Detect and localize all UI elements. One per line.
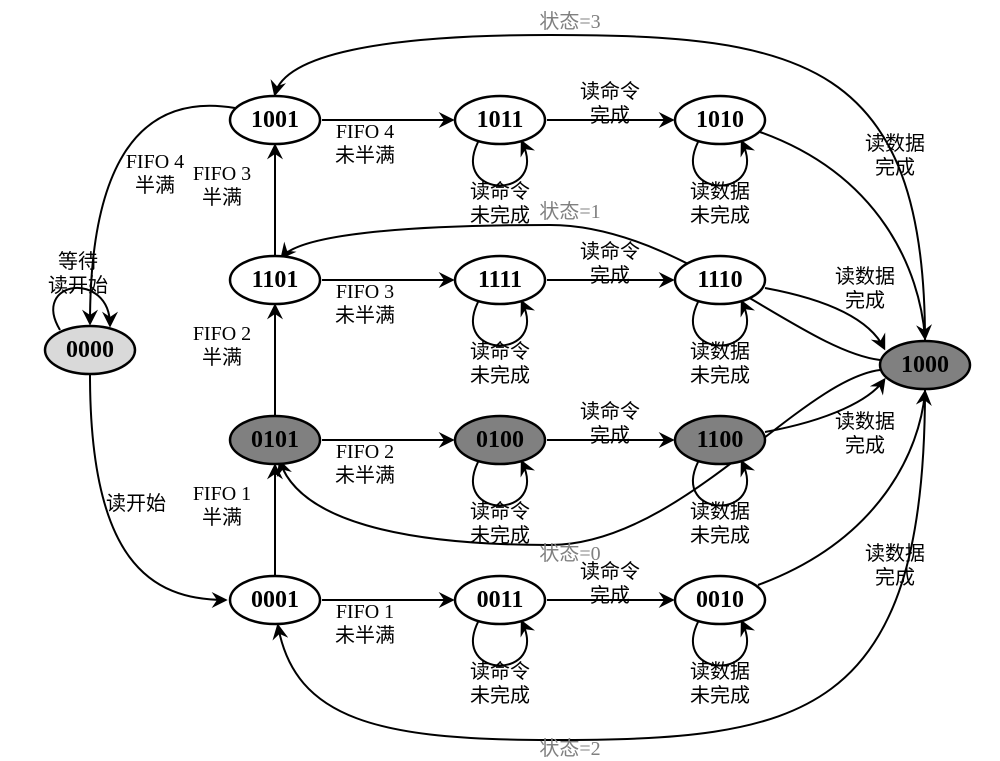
edge-label-e_1001_1011: FIFO 4未半满 xyxy=(335,121,395,167)
edge-label-e_state3: 状态=3 xyxy=(539,10,600,33)
edge-label-e_0011_loop: 读命令未完成 xyxy=(470,660,530,707)
edge-label-e_1110_1000: 读数据完成 xyxy=(835,265,895,312)
edge-e_1110_loop xyxy=(693,302,747,346)
edge-e_1100_loop xyxy=(693,462,747,506)
edge-label-e_0010_loop: 读数据未完成 xyxy=(690,660,750,707)
edge-e_0011_loop xyxy=(473,622,527,666)
edge-label-e_state2: 状态=2 xyxy=(539,737,600,760)
node-label-1000: 1000 xyxy=(901,352,949,378)
edge-label-e_1010_1000: 读数据完成 xyxy=(865,132,925,179)
edge-label-e_0001_0011: FIFO 1未半满 xyxy=(335,601,395,647)
edge-label-e_0010_1000: 读数据完成 xyxy=(865,542,925,589)
node-label-0001: 0001 xyxy=(251,587,299,613)
edge-label-e_0001_0101: FIFO 1半满 xyxy=(193,483,251,529)
edge-label-e_0100_loop: 读命令未完成 xyxy=(470,500,530,547)
edge-label-e_state0: 状态=0 xyxy=(539,542,600,565)
edge-e_1011_loop xyxy=(473,142,527,186)
state-diagram: 0000 0001 0101 1101 1001 0011 0100 1111 1011 0010… xyxy=(0,0,1000,761)
edge-label-e_0101_1101: FIFO 2半满 xyxy=(193,323,251,369)
edge-label-e_1001_0000: FIFO 4半满 xyxy=(126,151,184,197)
edge-label-e_wait: 等待读开始 xyxy=(48,250,108,297)
edge-label-e_1101_1111: FIFO 3未半满 xyxy=(335,281,395,327)
edge-label-e_1100_loop: 读数据未完成 xyxy=(690,500,750,547)
edge-label-e_start: 读开始 xyxy=(106,492,166,515)
node-label-0101: 0101 xyxy=(251,427,299,453)
edge-label-e_state1: 状态=1 xyxy=(539,200,600,223)
edge-label-e_1110_loop: 读数据未完成 xyxy=(690,340,750,387)
edge-label-e_1011_loop: 读命令未完成 xyxy=(470,180,530,227)
edge-label-e_1111_loop: 读命令未完成 xyxy=(470,340,530,387)
edge-e_1010_loop xyxy=(693,142,747,186)
node-label-1101: 1101 xyxy=(252,267,299,293)
node-label-1100: 1100 xyxy=(697,427,744,453)
node-label-0010: 0010 xyxy=(696,587,744,613)
node-label-1010: 1010 xyxy=(696,107,744,133)
edge-label-e_1010_loop: 读数据未完成 xyxy=(690,180,750,227)
edge-e_1001_0000 xyxy=(90,106,235,323)
edge-e_0100_loop xyxy=(473,462,527,506)
node-label-1111: 1111 xyxy=(478,267,522,293)
node-label-0000: 0000 xyxy=(66,337,114,363)
node-label-0100: 0100 xyxy=(476,427,524,453)
edge-e_0010_loop xyxy=(693,622,747,666)
edge-label-e_0101_0100: FIFO 2未半满 xyxy=(335,441,395,487)
edge-label-e_1101_1001: FIFO 3半满 xyxy=(193,163,251,209)
node-label-1011: 1011 xyxy=(477,107,524,133)
edge-e_1111_loop xyxy=(473,302,527,346)
node-label-1110: 1110 xyxy=(697,267,742,293)
node-label-0011: 0011 xyxy=(477,587,524,613)
edge-label-e_1100_1000: 读数据完成 xyxy=(835,410,895,457)
node-label-1001: 1001 xyxy=(251,107,299,133)
